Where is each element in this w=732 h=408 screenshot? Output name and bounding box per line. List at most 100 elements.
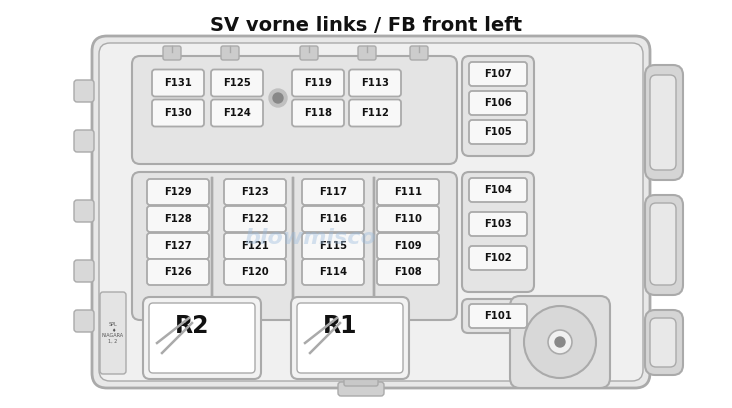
FancyBboxPatch shape	[469, 212, 527, 236]
FancyBboxPatch shape	[224, 259, 286, 285]
Text: F130: F130	[164, 108, 192, 118]
FancyBboxPatch shape	[462, 172, 534, 292]
FancyBboxPatch shape	[373, 177, 375, 315]
FancyBboxPatch shape	[143, 297, 261, 379]
FancyBboxPatch shape	[152, 69, 204, 97]
Text: F119: F119	[304, 78, 332, 88]
FancyBboxPatch shape	[74, 310, 94, 332]
FancyBboxPatch shape	[147, 259, 209, 285]
FancyBboxPatch shape	[302, 179, 364, 205]
Text: F112: F112	[361, 108, 389, 118]
FancyBboxPatch shape	[92, 36, 650, 388]
FancyBboxPatch shape	[211, 177, 213, 315]
Text: F104: F104	[484, 185, 512, 195]
FancyBboxPatch shape	[469, 120, 527, 144]
FancyBboxPatch shape	[469, 178, 527, 202]
FancyBboxPatch shape	[469, 304, 527, 328]
FancyBboxPatch shape	[650, 75, 676, 170]
Text: F108: F108	[394, 267, 422, 277]
Text: F110: F110	[394, 214, 422, 224]
FancyBboxPatch shape	[377, 233, 439, 259]
Text: F126: F126	[164, 267, 192, 277]
Text: blowmisco: blowmisco	[244, 228, 376, 248]
FancyBboxPatch shape	[292, 177, 294, 315]
FancyBboxPatch shape	[650, 318, 676, 367]
Text: F101: F101	[484, 311, 512, 321]
Text: F125: F125	[223, 78, 251, 88]
FancyBboxPatch shape	[221, 46, 239, 60]
FancyBboxPatch shape	[292, 100, 344, 126]
FancyBboxPatch shape	[377, 259, 439, 285]
Text: F128: F128	[164, 214, 192, 224]
FancyBboxPatch shape	[338, 382, 384, 396]
Text: F123: F123	[241, 187, 269, 197]
FancyBboxPatch shape	[211, 100, 263, 126]
FancyBboxPatch shape	[224, 233, 286, 259]
FancyBboxPatch shape	[297, 303, 403, 373]
FancyBboxPatch shape	[149, 303, 255, 373]
Text: F121: F121	[241, 241, 269, 251]
FancyBboxPatch shape	[462, 299, 534, 333]
FancyBboxPatch shape	[224, 206, 286, 232]
Text: F113: F113	[361, 78, 389, 88]
FancyBboxPatch shape	[645, 195, 683, 295]
Circle shape	[524, 306, 596, 378]
Text: R2: R2	[175, 314, 209, 338]
FancyBboxPatch shape	[302, 233, 364, 259]
Text: F103: F103	[484, 219, 512, 229]
FancyBboxPatch shape	[292, 69, 344, 97]
FancyBboxPatch shape	[510, 296, 610, 388]
Text: F115: F115	[319, 241, 347, 251]
FancyBboxPatch shape	[132, 172, 457, 320]
FancyBboxPatch shape	[132, 56, 457, 164]
FancyBboxPatch shape	[377, 179, 439, 205]
FancyBboxPatch shape	[349, 100, 401, 126]
FancyBboxPatch shape	[410, 46, 428, 60]
Text: F114: F114	[319, 267, 347, 277]
FancyBboxPatch shape	[74, 130, 94, 152]
Text: F106: F106	[484, 98, 512, 108]
Text: R1: R1	[323, 314, 357, 338]
Circle shape	[548, 330, 572, 354]
FancyBboxPatch shape	[300, 46, 318, 60]
Text: F120: F120	[241, 267, 269, 277]
FancyBboxPatch shape	[147, 233, 209, 259]
FancyBboxPatch shape	[147, 206, 209, 232]
Text: F131: F131	[164, 78, 192, 88]
Text: F117: F117	[319, 187, 347, 197]
Text: F102: F102	[484, 253, 512, 263]
FancyBboxPatch shape	[147, 179, 209, 205]
FancyBboxPatch shape	[163, 46, 181, 60]
FancyBboxPatch shape	[349, 69, 401, 97]
Text: SV vorne links / FB front left: SV vorne links / FB front left	[210, 16, 522, 35]
FancyBboxPatch shape	[462, 56, 534, 156]
Text: F124: F124	[223, 108, 251, 118]
FancyBboxPatch shape	[211, 69, 263, 97]
FancyBboxPatch shape	[74, 200, 94, 222]
Circle shape	[555, 337, 565, 347]
FancyBboxPatch shape	[377, 206, 439, 232]
FancyBboxPatch shape	[344, 376, 378, 386]
FancyBboxPatch shape	[291, 297, 409, 379]
FancyBboxPatch shape	[469, 91, 527, 115]
FancyBboxPatch shape	[74, 260, 94, 282]
Text: F122: F122	[241, 214, 269, 224]
Text: SPL
♦
NIAGARA
1, 2: SPL ♦ NIAGARA 1, 2	[102, 322, 124, 344]
Text: F129: F129	[164, 187, 192, 197]
FancyBboxPatch shape	[302, 259, 364, 285]
Text: F107: F107	[484, 69, 512, 79]
FancyBboxPatch shape	[99, 43, 643, 381]
FancyBboxPatch shape	[469, 62, 527, 86]
FancyBboxPatch shape	[645, 310, 683, 375]
FancyBboxPatch shape	[100, 292, 126, 374]
Text: F116: F116	[319, 214, 347, 224]
Circle shape	[273, 93, 283, 103]
Text: F109: F109	[395, 241, 422, 251]
Text: F127: F127	[164, 241, 192, 251]
FancyBboxPatch shape	[152, 100, 204, 126]
FancyBboxPatch shape	[302, 206, 364, 232]
Text: F118: F118	[304, 108, 332, 118]
Text: F111: F111	[394, 187, 422, 197]
FancyBboxPatch shape	[645, 65, 683, 180]
FancyBboxPatch shape	[74, 80, 94, 102]
